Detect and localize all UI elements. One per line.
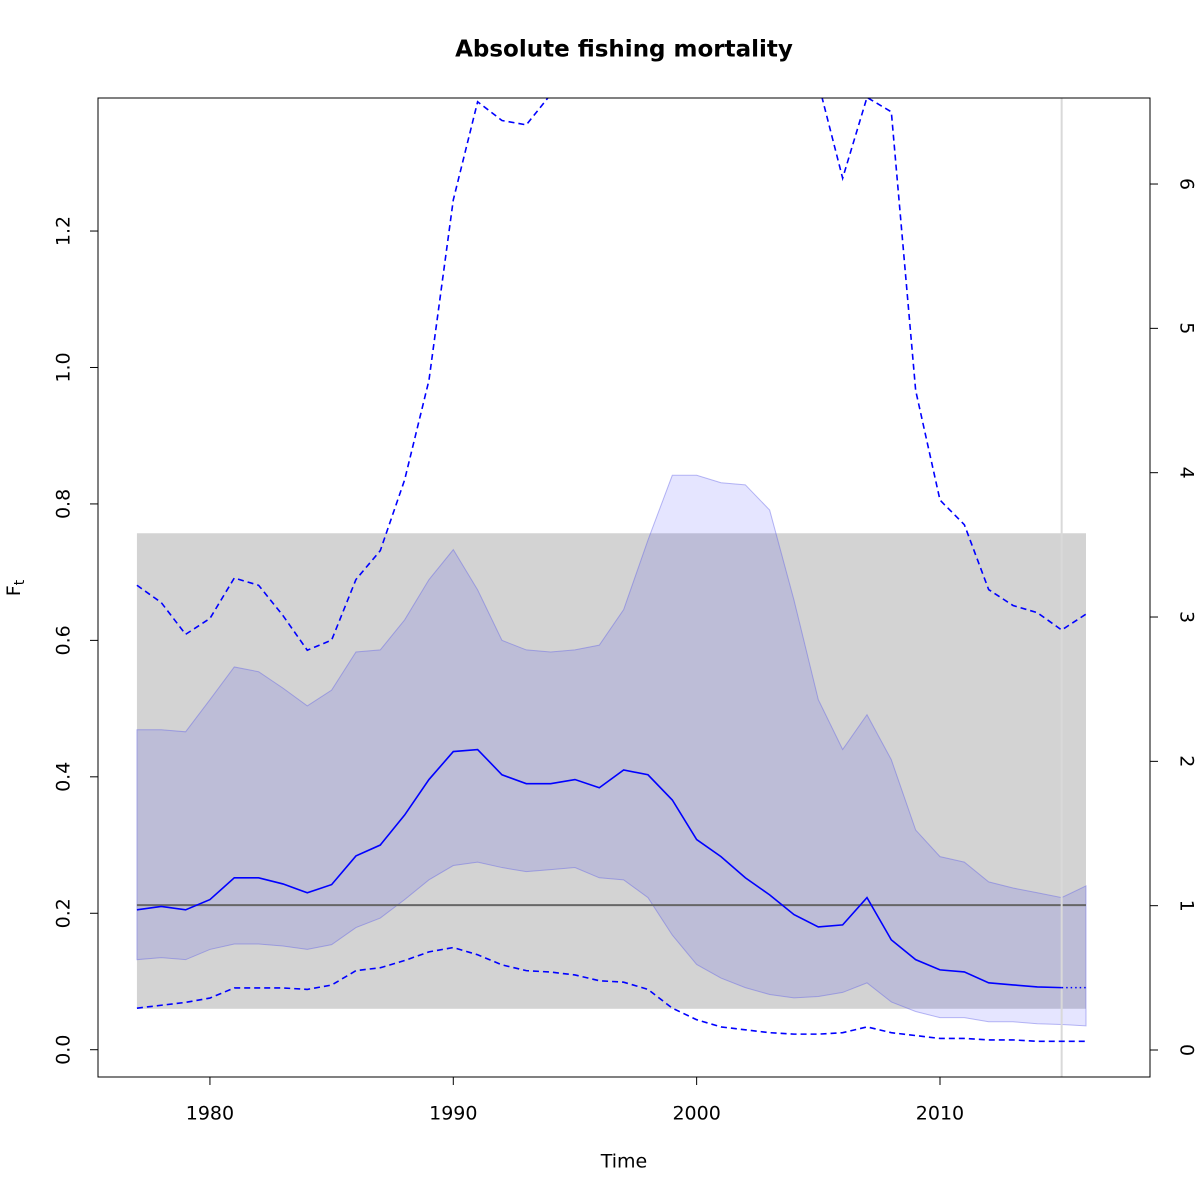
y2-tick-label: 0	[1176, 1044, 1198, 1056]
x-tick-label: 1980	[186, 1103, 234, 1125]
y2-tick-label: 3	[1176, 611, 1198, 623]
x-tick-label: 1990	[429, 1103, 477, 1125]
confidence-band	[136, 474, 1087, 1027]
y-tick-label: 0.2	[53, 898, 75, 928]
chart-title: Absolute fishing mortality	[455, 37, 793, 63]
x-tick-label: 2010	[916, 1103, 964, 1125]
plot-area	[136, 98, 1087, 1077]
y-tick-label: 0.8	[53, 489, 75, 519]
plot-frame	[97, 97, 1151, 1078]
y2-tick-label: 2	[1176, 755, 1198, 767]
y-tick-label: 0.6	[53, 625, 75, 655]
y-tick-label: 0.0	[53, 1035, 75, 1065]
reference-band	[136, 533, 1086, 1009]
series-line	[136, 98, 1087, 652]
y2-tick-label: 4	[1176, 467, 1198, 479]
x-axis-label: Time	[600, 1151, 648, 1173]
y2-tick-label: 6	[1176, 178, 1198, 190]
y-axis-label-main: F	[3, 585, 25, 596]
y-tick-label: 1.0	[53, 352, 75, 382]
x-tick-label: 2000	[672, 1103, 720, 1125]
y-tick-label: 0.4	[53, 762, 75, 792]
y2-tick-label: 1	[1176, 900, 1198, 912]
y-axis-label-subscript: t	[12, 579, 28, 585]
series-line	[136, 946, 1086, 1043]
y-axis-label: Ft	[3, 579, 29, 596]
y-tick-label: 1.2	[53, 216, 75, 246]
y2-tick-label: 5	[1176, 322, 1198, 334]
series-line	[136, 748, 1062, 989]
